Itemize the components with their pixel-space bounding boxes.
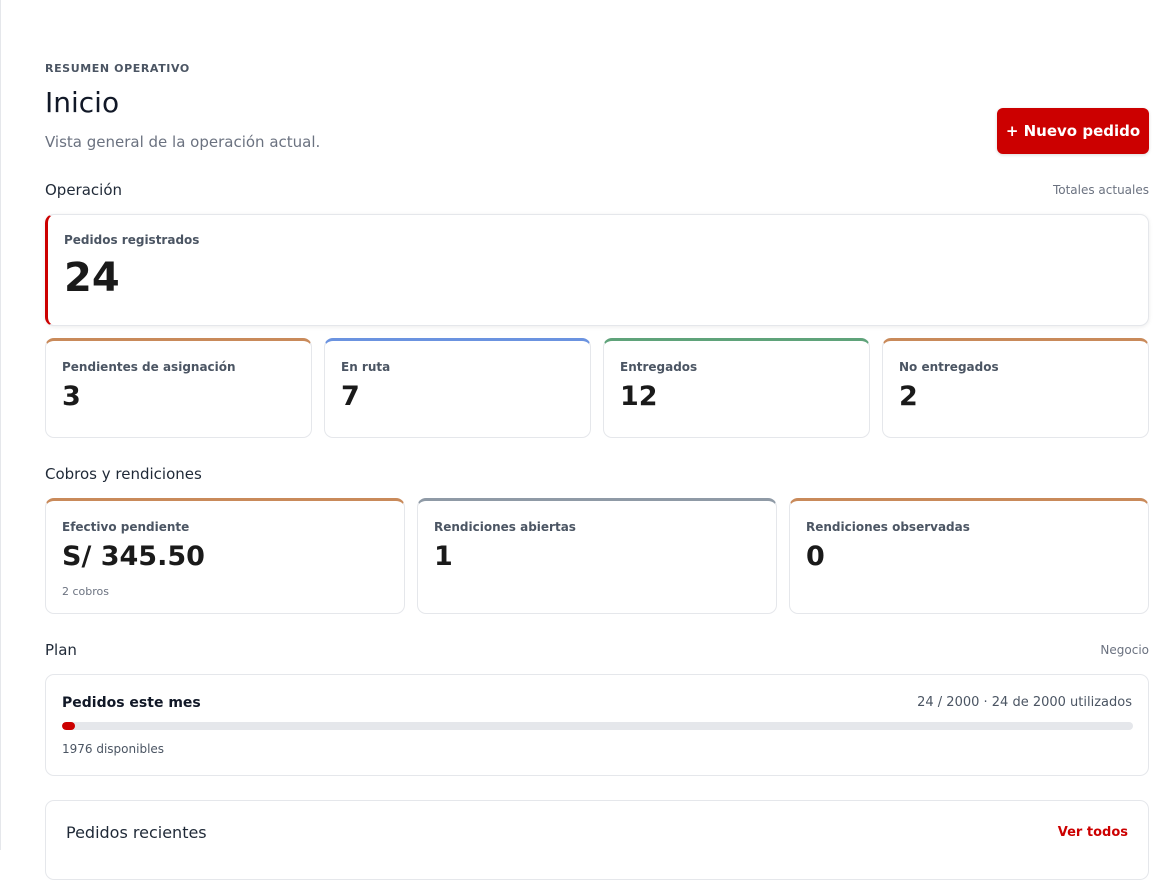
hero-card-label: Pedidos registrados — [64, 233, 200, 247]
section-note-plan: Negocio — [1100, 643, 1149, 657]
page-title: Inicio — [45, 86, 120, 119]
stat-card-label: No entregados — [899, 360, 999, 374]
stat-card-label: Pendientes de asignación — [62, 360, 236, 374]
cobro-card-value: 0 — [806, 541, 825, 572]
plan-progress-fill — [62, 722, 75, 730]
plan-progress-bar — [62, 722, 1133, 730]
plan-usage-text: 24 / 2000 · 24 de 2000 utilizados — [917, 695, 1132, 710]
stat-card-label: En ruta — [341, 360, 391, 374]
cobros-section-header: Cobros y rendiciones — [45, 465, 1149, 485]
section-title-cobros: Cobros y rendiciones — [45, 465, 202, 483]
stat-card-value: 7 — [341, 381, 360, 412]
cobro-card-value: S/ 345.50 — [62, 541, 205, 572]
page-eyebrow: RESUMEN OPERATIVO — [45, 62, 190, 75]
new-order-button[interactable]: + Nuevo pedido — [997, 108, 1149, 154]
section-title-plan: Plan — [45, 641, 77, 659]
cobro-card-label: Rendiciones observadas — [806, 520, 970, 534]
stat-card-value: 3 — [62, 381, 81, 412]
hero-card-value: 24 — [64, 255, 120, 301]
hero-card-pedidos-registrados: Pedidos registrados 24 — [45, 214, 1149, 326]
plan-usage-card: Pedidos este mes 24 / 2000 · 24 de 2000 … — [45, 674, 1149, 776]
view-all-orders-link[interactable]: Ver todos — [1057, 825, 1128, 840]
stat-card-label: Entregados — [620, 360, 698, 374]
operacion-section-header: Operación Totales actuales — [45, 181, 1149, 201]
sidebar-border — [0, 0, 1, 850]
cobro-card-value: 1 — [434, 541, 453, 572]
stat-card-value: 2 — [899, 381, 918, 412]
recent-orders-title: Pedidos recientes — [66, 823, 207, 842]
section-note-operacion: Totales actuales — [1052, 183, 1149, 197]
cobro-card-label: Efectivo pendiente — [62, 520, 190, 534]
cobro-card-label: Rendiciones abiertas — [434, 520, 576, 534]
cobro-card-rendiciones-abiertas: Rendiciones abiertas 1 — [417, 498, 777, 614]
section-title-operacion: Operación — [45, 181, 123, 199]
cobro-card-rendiciones-observadas: Rendiciones observadas 0 — [789, 498, 1149, 614]
page-subtitle: Vista general de la operación actual. — [45, 133, 321, 151]
plan-section-header: Plan Negocio — [45, 641, 1149, 661]
cobro-card-efectivo-pendiente: Efectivo pendiente S/ 345.50 2 cobros — [45, 498, 405, 614]
stat-card-value: 12 — [620, 381, 658, 412]
cobro-card-sub: 2 cobros — [62, 585, 109, 598]
plan-card-title: Pedidos este mes — [62, 695, 201, 711]
recent-orders-card: Pedidos recientes Ver todos — [45, 800, 1149, 880]
stat-card-entregados: Entregados 12 — [603, 338, 870, 438]
stat-card-en-ruta: En ruta 7 — [324, 338, 591, 438]
stat-card-no-entregados: No entregados 2 — [882, 338, 1149, 438]
stat-card-pendientes: Pendientes de asignación 3 — [45, 338, 312, 438]
plan-available-text: 1976 disponibles — [62, 742, 165, 756]
